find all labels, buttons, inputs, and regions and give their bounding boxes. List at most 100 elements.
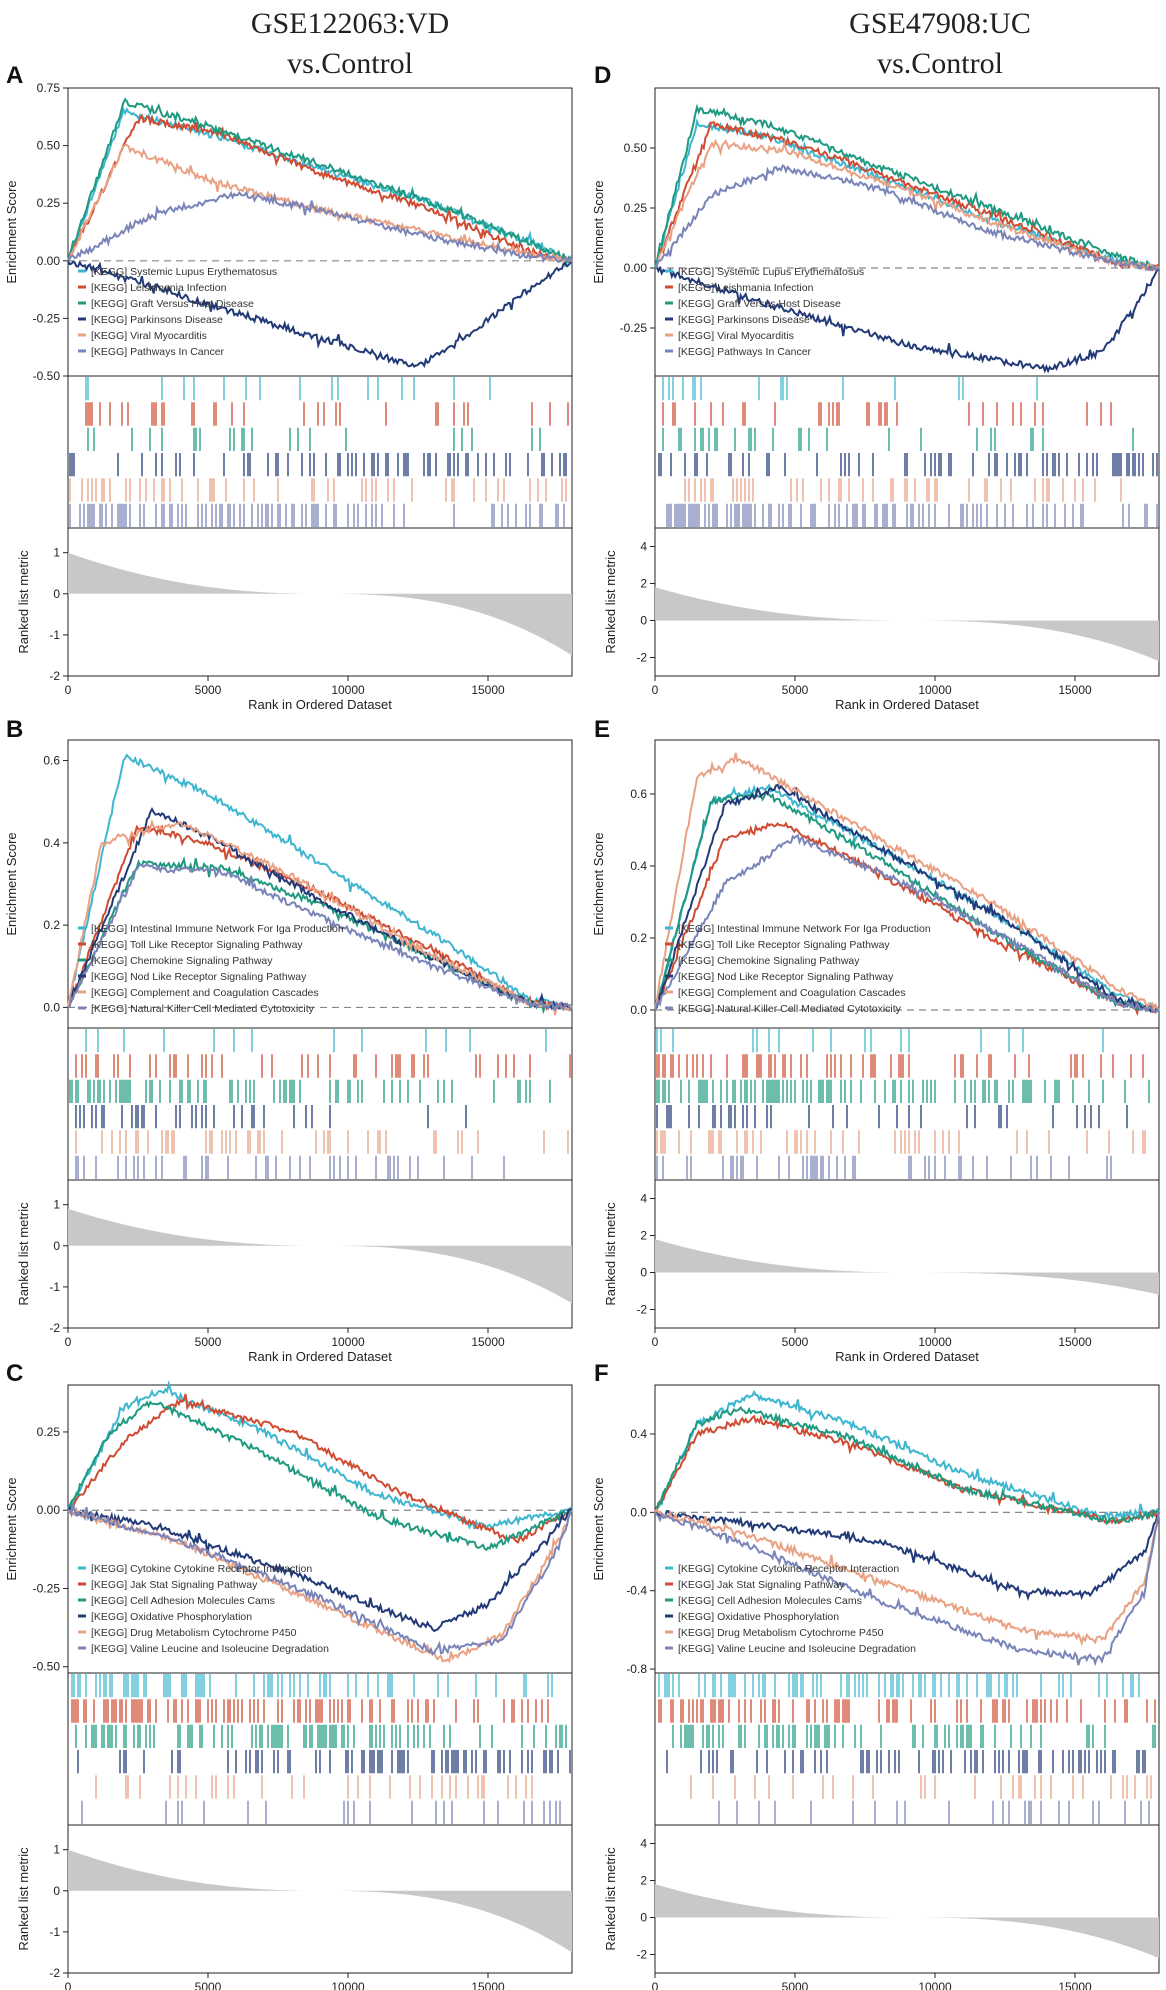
es-y-tick-label: 0.4: [43, 836, 60, 850]
es-curve-3: [654, 103, 1160, 272]
ranked-metric-fill: [68, 1849, 572, 1953]
es-curve-5: [67, 1507, 573, 1664]
hit-bars-6: [656, 1155, 1112, 1179]
es-y-tick-label: 0.50: [37, 139, 61, 153]
x-tick-label: 5000: [195, 683, 222, 697]
hit-bars-5: [684, 478, 1122, 502]
x-tick-label: 0: [652, 1980, 659, 1990]
x-tick-label: 0: [652, 683, 659, 697]
es-y-tick-label: 0.4: [630, 1427, 647, 1441]
metric-y-tick-label: 0: [640, 1911, 647, 1925]
metric-y-tick-label: -2: [636, 1948, 647, 1962]
legend-label-1: [KEGG] Cytokine Cytokine Receptor Intera…: [91, 1563, 312, 1575]
hit-bars-3: [672, 1724, 1156, 1748]
legend-label-2: [KEGG] Jak Stat Signaling Pathway: [678, 1579, 845, 1591]
hit-bars-1: [662, 377, 1038, 401]
x-tick-label: 10000: [918, 1335, 952, 1349]
legend-label-4: [KEGG] Parkinsons Disease: [678, 314, 810, 326]
x-tick-label: 5000: [782, 683, 809, 697]
metric-y-tick-label: -2: [49, 1966, 60, 1980]
es-y-tick-label: 0.75: [37, 81, 61, 95]
es-curve-5: [654, 1508, 1160, 1647]
metric-y-tick-label: -1: [49, 1280, 60, 1294]
es-y-tick-label: 0.4: [630, 859, 647, 873]
x-axis-label: Rank in Ordered Dataset: [835, 1349, 979, 1364]
hit-bars-4: [656, 1105, 1128, 1129]
panel-letter-c: C: [6, 1360, 24, 1387]
legend-label-5: [KEGG] Drug Metabolism Cytochrome P450: [91, 1627, 297, 1639]
x-tick-label: 0: [65, 683, 72, 697]
panel-c: 0.25 0.00 -0.25 -0.50 Enrichment Score [KEGG]…: [4, 1380, 573, 1990]
metric-y-tick-label: -2: [636, 651, 647, 665]
es-y-tick-label: 0.0: [630, 1003, 647, 1017]
legend-label-6: [KEGG] Pathways In Cancer: [678, 346, 812, 358]
legend-label-6: [KEGG] Valine Leucine and Isoleucine Deg…: [91, 1643, 329, 1655]
hit-bars-2: [75, 1054, 571, 1078]
legend-label-1: [KEGG] Intestinal Immune Network For Iga…: [91, 923, 344, 935]
hit-bars-3: [75, 1724, 567, 1748]
metric-y-tick-label: -2: [636, 1303, 647, 1317]
x-tick-label: 5000: [782, 1980, 809, 1990]
x-tick-label: 15000: [471, 1335, 505, 1349]
legend-label-6: [KEGG] Natural Killer Cell Mediated Cyto…: [678, 1003, 902, 1015]
hit-bars-4: [75, 1105, 467, 1129]
legend-label-5: [KEGG] Drug Metabolism Cytochrome P450: [678, 1627, 884, 1639]
metric-y-tick-label: -1: [49, 1925, 60, 1939]
es-curve-2: [654, 120, 1160, 272]
legend-label-4: [KEGG] Oxidative Phosphorylation: [91, 1611, 252, 1623]
legend-label-2: [KEGG] Leishmania Infection: [678, 282, 814, 294]
es-y-axis-label: Enrichment Score: [4, 1477, 19, 1580]
legend-label-1: [KEGG] Systemic Lupus Erythematosus: [678, 266, 864, 278]
es-y-tick-label: 0.2: [43, 918, 60, 932]
metric-y-tick-label: 1: [53, 1843, 60, 1857]
x-tick-label: 15000: [471, 1980, 505, 1990]
es-curve-2: [67, 1393, 573, 1544]
ranked-metric-fill: [655, 587, 1159, 662]
panel-letter-e: E: [594, 716, 611, 743]
legend-label-6: [KEGG] Pathways In Cancer: [91, 346, 225, 358]
es-y-tick-label: -0.50: [33, 1660, 61, 1674]
es-y-tick-label: 0.25: [37, 196, 61, 210]
es-curve-6: [67, 190, 573, 265]
panel-letter-b: B: [6, 716, 24, 743]
es-curve-4: [654, 265, 1160, 374]
legend-label-4: [KEGG] Parkinsons Disease: [91, 314, 223, 326]
es-y-tick-label: -0.4: [626, 1584, 647, 1598]
legend-label-3: [KEGG] Cell Adhesion Molecules Cams: [678, 1595, 862, 1607]
legend-label-4: [KEGG] Nod Like Receptor Signaling Pathw…: [678, 971, 894, 983]
legend-label-3: [KEGG] Chemokine Signaling Pathway: [678, 955, 860, 967]
es-curve-4: [67, 807, 572, 1011]
hit-bars-5: [75, 1130, 569, 1154]
x-tick-label: 15000: [1058, 1335, 1092, 1349]
hit-bars-5: [656, 1130, 1146, 1154]
es-y-tick-label: 0.2: [630, 931, 647, 945]
es-y-tick-label: 0.25: [624, 201, 648, 215]
hit-bars-1: [71, 1674, 553, 1698]
hit-bars-3: [69, 1079, 551, 1103]
es-y-axis-label: Enrichment Score: [591, 1477, 606, 1580]
hit-bars-6: [666, 503, 1158, 527]
column-title-left-line2: vs.Control: [287, 47, 413, 80]
hit-bars-6: [81, 1800, 561, 1824]
es-curve-1: [67, 106, 573, 266]
hit-bars-4: [666, 1750, 1146, 1774]
legend-label-3: [KEGG] Graft Versus Host Disease: [678, 298, 841, 310]
hit-bars-5: [95, 1775, 533, 1799]
metric-y-tick-label: 1: [53, 1198, 60, 1212]
x-tick-label: 5000: [195, 1980, 222, 1990]
panel-f: 0.4 0.0 -0.4 -0.8 Enrichment Score [KEGG] Cyt…: [591, 1384, 1160, 1990]
hit-bars-3: [662, 427, 1134, 451]
x-tick-label: 10000: [331, 1980, 365, 1990]
x-tick-label: 10000: [331, 683, 365, 697]
x-tick-label: 0: [652, 1335, 659, 1349]
legend-label-2: [KEGG] Jak Stat Signaling Pathway: [91, 1579, 258, 1591]
metric-y-tick-label: 0: [640, 614, 647, 628]
metric-y-tick-label: 0: [53, 1239, 60, 1253]
metric-y-tick-label: 0: [53, 1884, 60, 1898]
es-y-axis-label: Enrichment Score: [591, 180, 606, 283]
hit-bars-1: [85, 377, 491, 401]
es-y-tick-label: 0.6: [630, 787, 647, 801]
legend-label-2: [KEGG] Toll Like Receptor Signaling Path…: [678, 939, 890, 951]
x-axis-label: Rank in Ordered Dataset: [248, 697, 392, 712]
panel-letter-f: F: [594, 1360, 609, 1387]
